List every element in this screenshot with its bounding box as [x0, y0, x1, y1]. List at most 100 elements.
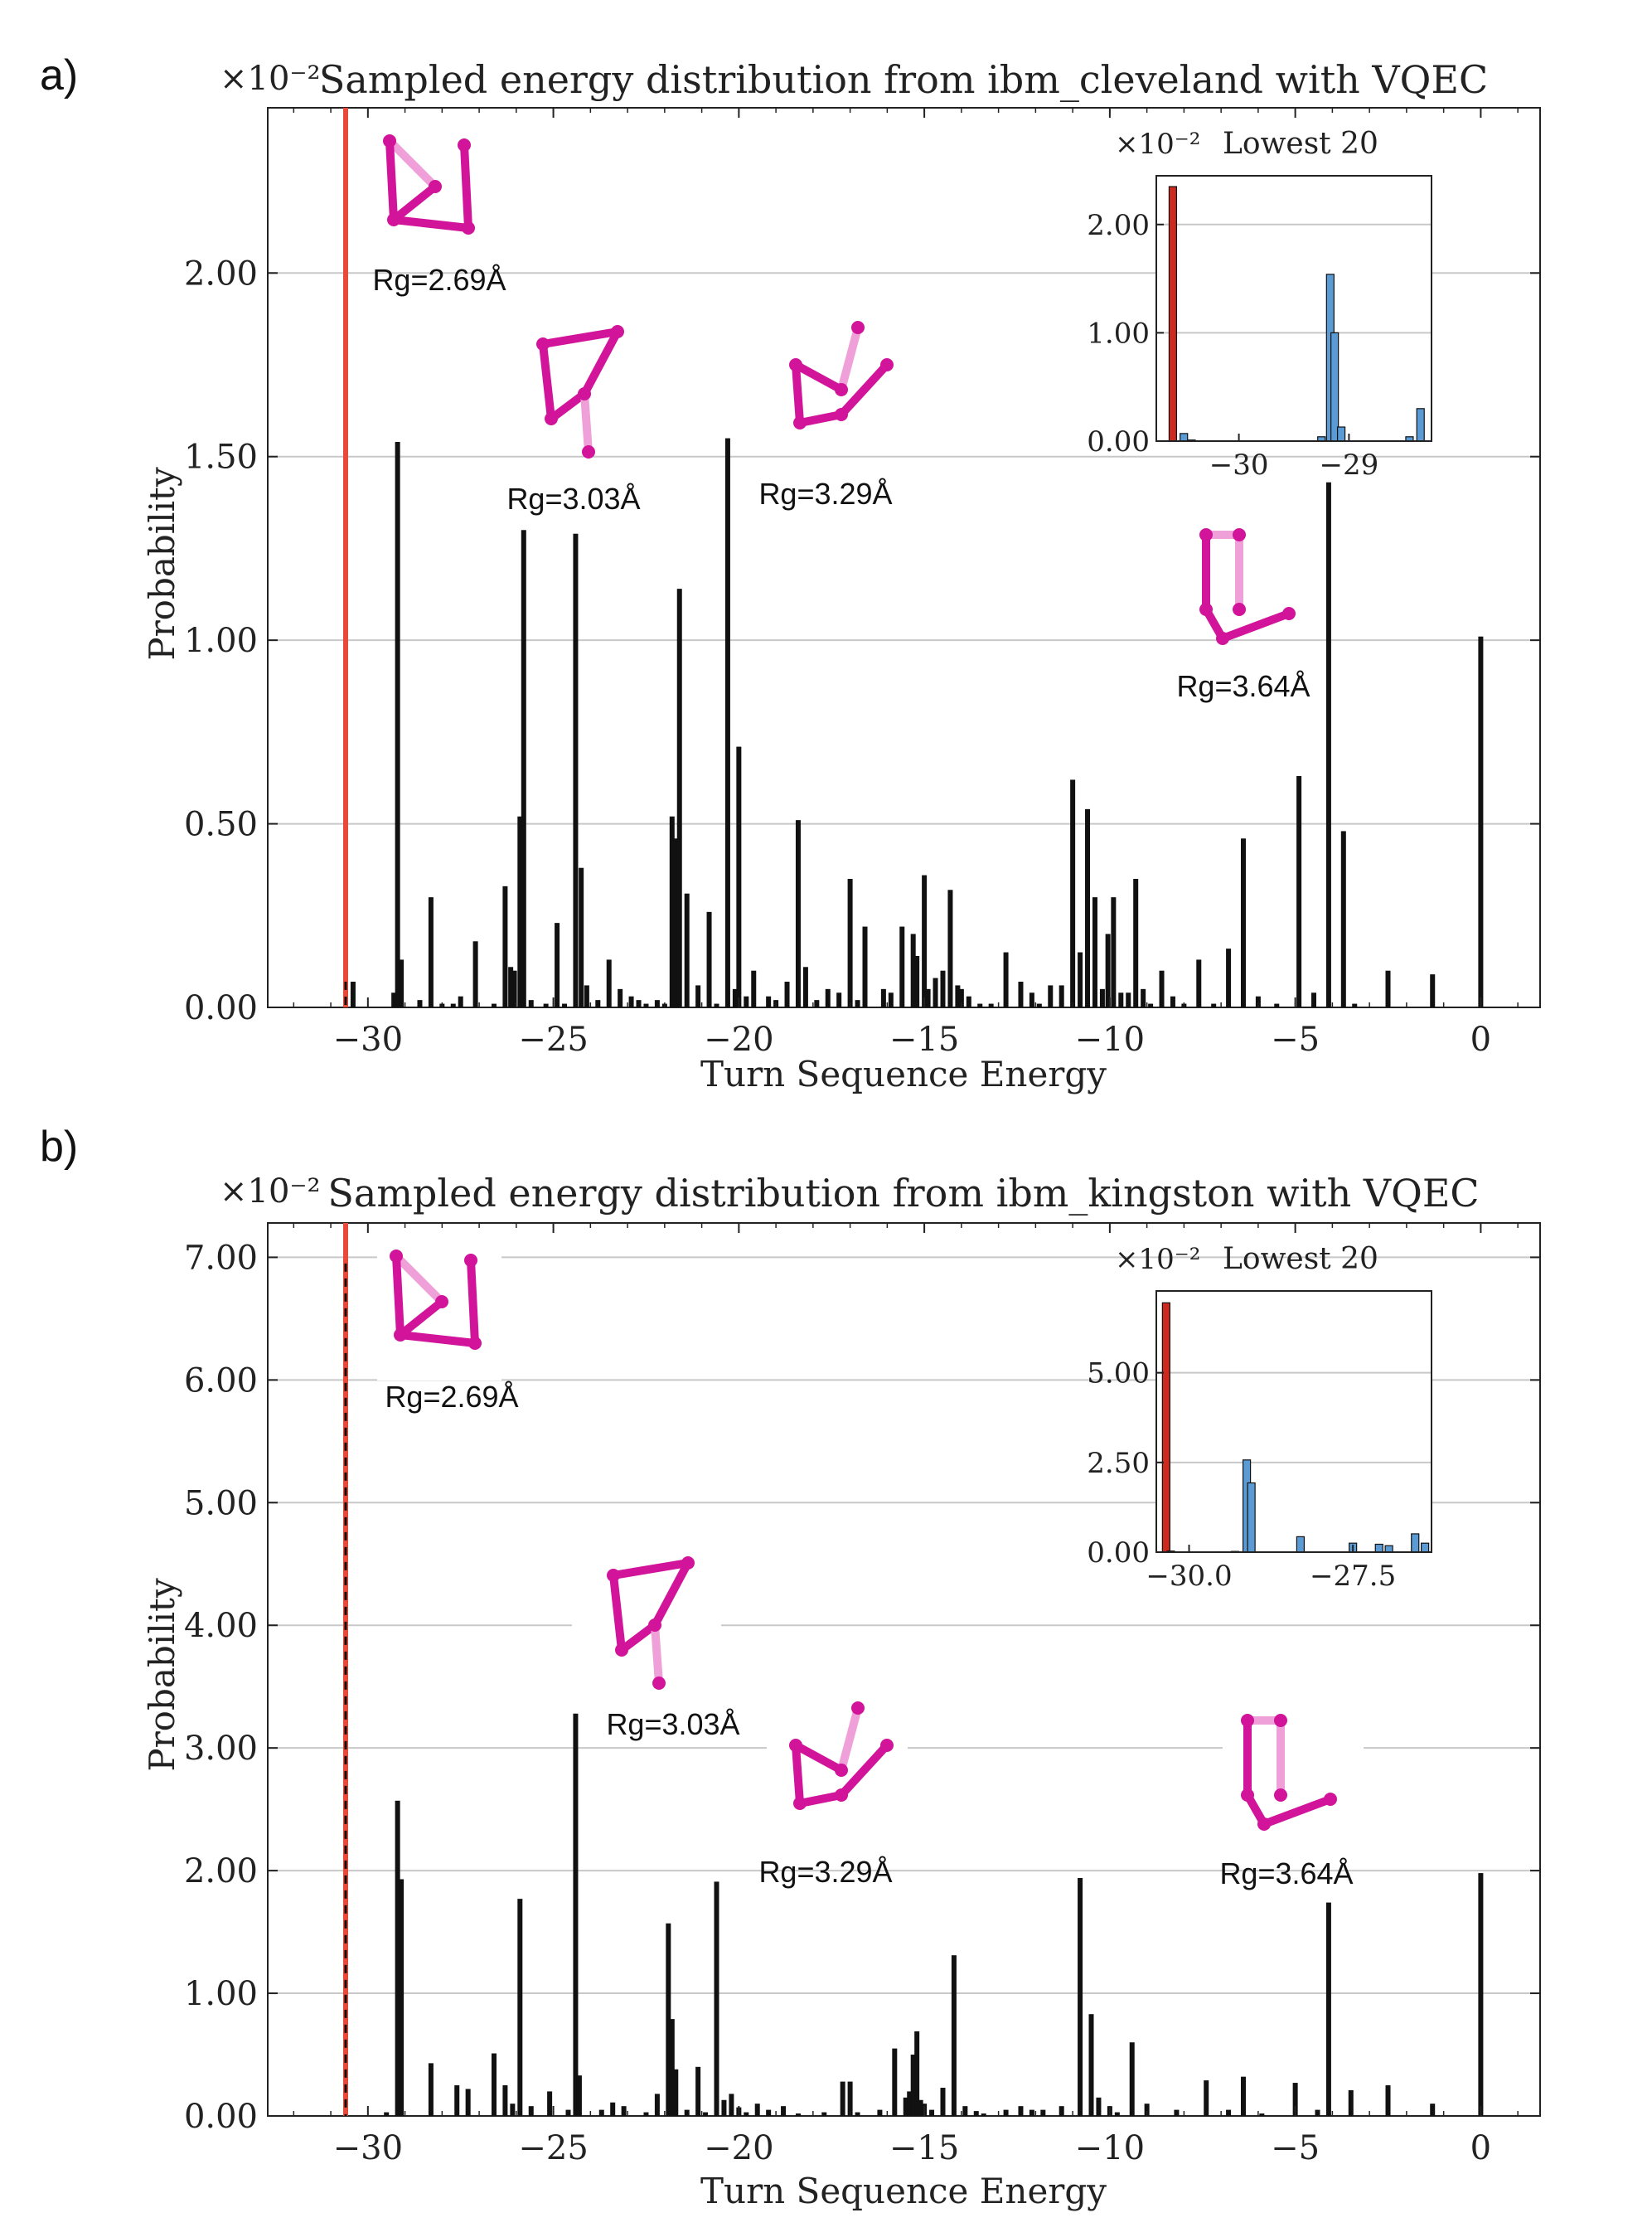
panel-b-inset-gridlines — [1156, 1291, 1432, 1552]
bar — [706, 911, 712, 1007]
bar — [847, 879, 853, 1007]
bar — [958, 988, 964, 1007]
residue — [394, 1328, 407, 1342]
bar — [565, 2109, 571, 2116]
x-tick-label: −10 — [1075, 1021, 1145, 1059]
panel-b-structure-1-label: Rg=2.69Å — [385, 1380, 518, 1414]
bar — [1274, 1003, 1280, 1007]
bond — [396, 1298, 446, 1339]
panel-b-structure-4-label: Rg=3.64Å — [1219, 1856, 1353, 1890]
bar — [1118, 992, 1124, 1007]
bar — [606, 959, 612, 1007]
bar — [643, 2112, 649, 2116]
bond — [651, 1559, 692, 1629]
bar — [399, 959, 405, 1007]
bar — [595, 1000, 601, 1007]
residue — [793, 1797, 807, 1810]
residue — [615, 1643, 628, 1657]
inset-y-tick-label: 1.00 — [1087, 317, 1150, 350]
panel-a-structure-1: Rg=2.69Å — [372, 134, 506, 297]
bar — [724, 438, 730, 1007]
protein-structure-icon — [1199, 528, 1296, 645]
residue — [835, 383, 848, 396]
bond — [460, 141, 472, 232]
bar — [988, 1003, 994, 1007]
bar — [673, 2069, 679, 2116]
bar — [573, 1713, 579, 2116]
bond — [539, 328, 622, 348]
bar — [610, 2102, 616, 2116]
bar — [1430, 2104, 1436, 2116]
bar — [847, 2081, 853, 2116]
bond — [392, 1252, 446, 1306]
bar — [1385, 970, 1391, 1007]
x-tick-label: −25 — [518, 1021, 588, 1059]
bar — [1226, 949, 1232, 1007]
panel-b-structure-2: Rg=3.03Å — [572, 1546, 740, 1741]
bar — [684, 893, 690, 1007]
bar — [669, 816, 675, 1007]
bar — [450, 1003, 456, 1007]
bar — [914, 956, 920, 1007]
bond — [390, 216, 472, 232]
bond — [837, 1704, 862, 1774]
residue — [851, 1701, 865, 1715]
bar — [795, 2113, 801, 2116]
bar — [814, 1000, 820, 1007]
panel-b-inset-title: Lowest 20 — [1223, 1242, 1378, 1276]
panel-b-inset: ×10⁻² Lowest 20 −30.0 −27.5 0.00 2.50 5.00 — [1087, 1242, 1432, 1593]
panel-a-structure-2-label: Rg=3.03Å — [506, 482, 640, 516]
residue — [652, 1677, 666, 1690]
panel-a-inset-frame — [1155, 175, 1432, 442]
bar — [880, 988, 886, 1007]
bar — [598, 2109, 604, 2116]
panel-b: b) ×10⁻² Sampled energy distribution fro… — [40, 1123, 1541, 2211]
bar — [781, 2106, 787, 2116]
residue — [648, 1618, 661, 1632]
panel-b-ticks: −30 −25 −20 −15 −10 −5 0 0.00 1.00 2.00 3.00 4.00 5.… — [184, 1223, 1540, 2167]
bar — [1211, 1003, 1217, 1007]
bar — [744, 2112, 749, 2116]
protein-structure-icon — [536, 325, 624, 459]
bar — [1385, 2085, 1391, 2116]
panel-b-y-axis-label: Probability — [142, 1578, 182, 1772]
residue — [1257, 1817, 1271, 1831]
bar — [528, 1000, 534, 1007]
bar — [391, 992, 397, 1007]
panel-a-structure-1-label: Rg=2.69Å — [372, 263, 506, 297]
panel-b-structure-3: Rg=3.29Å — [758, 1691, 908, 1889]
bar — [458, 996, 463, 1007]
bar — [1296, 776, 1302, 1007]
inset-x-tick-label: −27.5 — [1310, 1560, 1396, 1593]
bar — [910, 934, 916, 1007]
inset-x-tick-label: −30 — [1209, 449, 1269, 482]
bar — [802, 967, 808, 1007]
bond — [837, 361, 891, 419]
y-tick-label: 2.00 — [184, 255, 258, 293]
protein-structure-icon — [789, 1701, 894, 1810]
bar — [744, 996, 749, 1007]
y-tick-label: 4.00 — [184, 1607, 258, 1645]
bar — [892, 2048, 898, 2116]
bar — [766, 2109, 772, 2116]
residue — [681, 1556, 695, 1570]
residue — [429, 180, 442, 193]
bond — [792, 1741, 804, 1808]
bar — [751, 970, 757, 1007]
y-tick-label: 1.50 — [184, 439, 258, 477]
bar — [543, 1003, 549, 1007]
residue — [880, 358, 894, 371]
bar — [721, 2099, 727, 2116]
bar — [929, 2109, 935, 2116]
bar — [1315, 2109, 1320, 2116]
bar — [1226, 2109, 1232, 2116]
residue — [387, 213, 400, 226]
x-tick-label: 0 — [1470, 2129, 1491, 2167]
inset-background — [1156, 176, 1432, 441]
bar — [977, 1003, 983, 1007]
panel-b-label: b) — [40, 1123, 78, 1171]
residue — [789, 358, 802, 371]
bar — [910, 2055, 916, 2116]
bar — [1348, 2089, 1354, 2116]
inset-x-tick-label: −30.0 — [1146, 1560, 1232, 1593]
